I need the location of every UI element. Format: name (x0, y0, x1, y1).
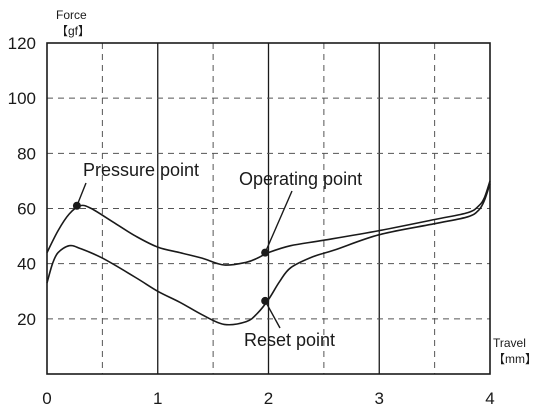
x-tick-label: 0 (42, 389, 51, 408)
x-axis-unit: 【mm】 (493, 352, 537, 366)
annotations: Pressure point Operating point Reset poi… (72, 160, 362, 350)
y-tick-label: 20 (17, 310, 36, 329)
pressure-point-label: Pressure point (83, 160, 199, 180)
x-axis-label: Travel (493, 336, 526, 350)
operating-point-label: Operating point (239, 169, 362, 189)
axis-labels: Force 【gf】 Travel 【mm】 (56, 8, 537, 366)
operating-point-marker (261, 248, 270, 257)
tick-labels: 0 1 2 3 4 20 40 60 80 100 120 (8, 34, 495, 408)
operating-point-leader (264, 190, 293, 253)
curves (46, 180, 491, 326)
x-tick-label: 2 (264, 389, 273, 408)
reset-point-label: Reset point (244, 330, 335, 350)
x-tick-label: 3 (375, 389, 384, 408)
pressure-point-leader (76, 182, 87, 207)
reset-point-leader (264, 300, 281, 329)
reset-point-marker (261, 296, 270, 305)
y-tick-label: 80 (17, 144, 36, 163)
release-curve (46, 183, 491, 326)
press-curve (46, 180, 491, 266)
x-tick-label: 4 (485, 389, 494, 408)
y-tick-label: 120 (8, 34, 36, 53)
y-tick-label: 60 (17, 200, 36, 219)
plot-frame (46, 42, 491, 375)
x-tick-label: 1 (153, 389, 162, 408)
grid (47, 43, 490, 374)
pressure-point-marker (72, 201, 81, 210)
plot-border (46, 42, 491, 375)
y-tick-label: 40 (17, 255, 36, 274)
y-axis-unit: 【gf】 (56, 24, 90, 38)
y-tick-label: 100 (8, 89, 36, 108)
y-axis-label: Force (56, 8, 87, 22)
